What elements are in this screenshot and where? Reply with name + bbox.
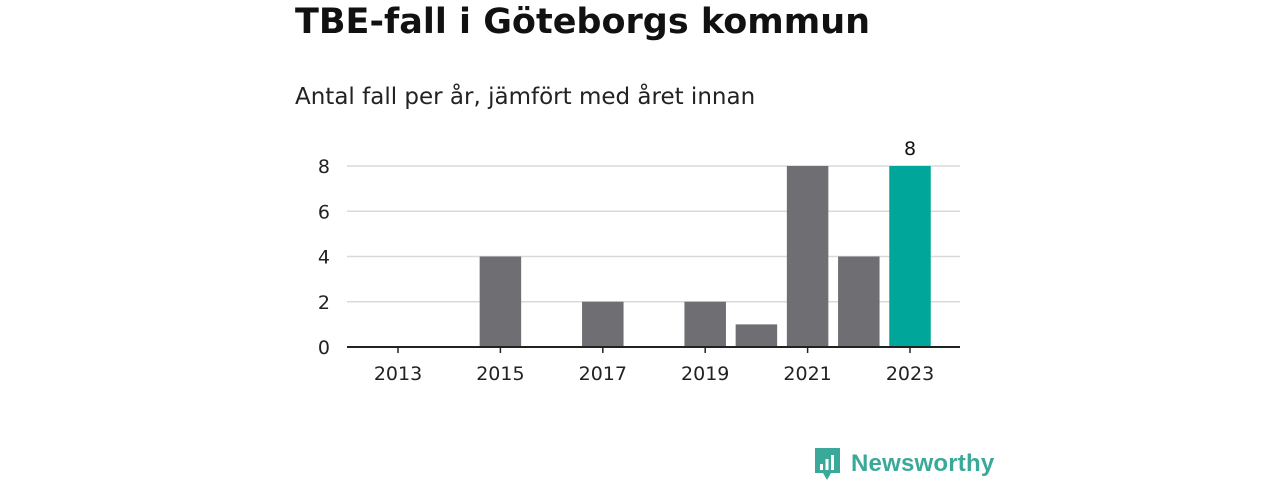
y-tick-label: 6: [318, 201, 330, 223]
newsworthy-logo-icon: [815, 448, 840, 480]
y-tick-label: 0: [318, 337, 330, 359]
y-tick-label: 4: [318, 247, 330, 269]
bar-2020: [735, 324, 778, 347]
x-tick-label: 2021: [783, 363, 831, 385]
chart-title: TBE-fall i Göteborgs kommun: [295, 2, 871, 42]
bar-2022: [838, 256, 880, 347]
bar-2017: [582, 301, 624, 347]
x-tick-label: 2013: [374, 363, 422, 385]
bar-2015: [479, 256, 522, 347]
x-tick-label: 2015: [476, 363, 524, 385]
brand-name: Newsworthy: [851, 450, 995, 477]
x-tick-label: 2017: [579, 363, 627, 385]
x-tick-label: 2023: [886, 363, 934, 385]
bar-2019: [684, 301, 726, 347]
bar-2021: [786, 166, 829, 347]
chart-subtitle: Antal fall per år, jämfört med året inna…: [295, 84, 756, 110]
brand-logo: Newsworthy: [814, 446, 994, 482]
data-label-2023: 8: [904, 138, 916, 160]
y-tick-label: 2: [318, 292, 330, 314]
bar-2023: [889, 166, 931, 347]
x-tick-label: 2019: [681, 363, 729, 385]
y-tick-label: 8: [318, 156, 330, 178]
